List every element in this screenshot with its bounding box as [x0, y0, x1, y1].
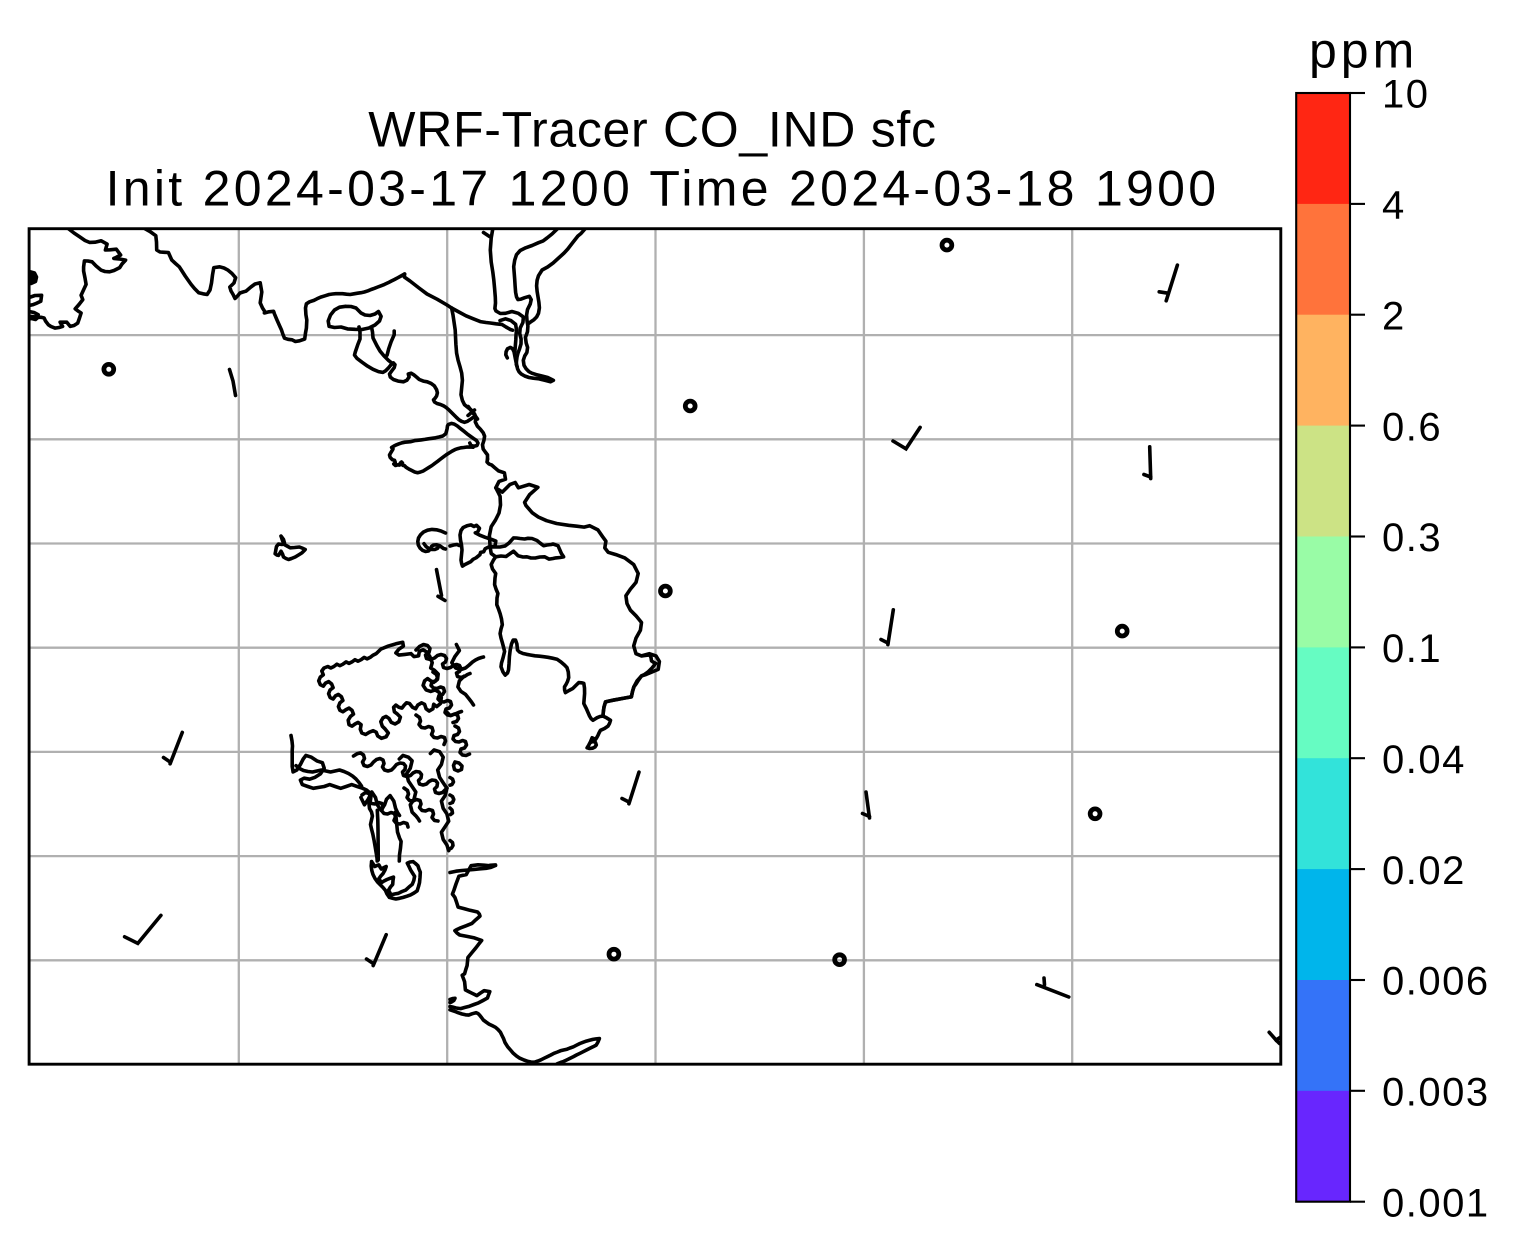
svg-text:0.1: 0.1	[1382, 627, 1442, 671]
svg-text:WRF-Tracer CO_IND sfc: WRF-Tracer CO_IND sfc	[368, 101, 936, 157]
svg-text:0.6: 0.6	[1382, 405, 1442, 449]
svg-text:0.006: 0.006	[1382, 960, 1490, 1004]
svg-text:Init 2024-03-17 1200 Time 2024: Init 2024-03-17 1200 Time 2024-03-18 190…	[106, 161, 1220, 217]
svg-text:10: 10	[1382, 73, 1430, 117]
svg-text:2: 2	[1382, 294, 1406, 338]
svg-text:0.02: 0.02	[1382, 849, 1466, 893]
svg-text:4: 4	[1382, 184, 1406, 228]
svg-text:0.001: 0.001	[1382, 1181, 1490, 1225]
svg-text:ppm: ppm	[1309, 23, 1418, 79]
svg-text:0.3: 0.3	[1382, 516, 1442, 560]
svg-text:0.003: 0.003	[1382, 1071, 1490, 1115]
svg-text:0.04: 0.04	[1382, 738, 1466, 782]
